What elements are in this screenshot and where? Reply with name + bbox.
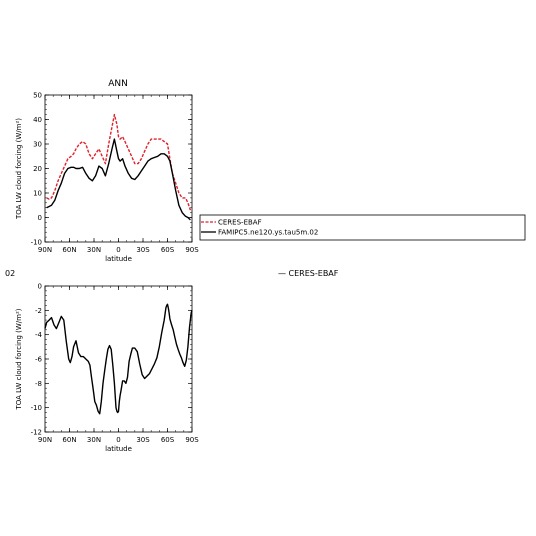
- x-tick-label: 30N: [87, 246, 101, 254]
- y-tick-label: 40: [33, 116, 42, 124]
- x-axis-label: latitude: [105, 445, 132, 453]
- plot-frame: [44, 94, 193, 243]
- y-tick-label: 10: [33, 190, 42, 198]
- bottom-chart-panel: -12 -10 -8 -6 -4 -2 0 90N 60N 30N 0 30S 60S 90S latitu…: [15, 283, 199, 454]
- legend-box: [199, 214, 526, 241]
- legend-entry-model: FAMIPC5.ne120.ys.tau5m.02: [218, 229, 318, 237]
- y-tick-label: -8: [35, 380, 42, 388]
- x-tick-label: 90N: [38, 246, 52, 254]
- y-tick-label: -10: [31, 239, 42, 247]
- series-line-difference: [44, 303, 193, 415]
- x-tick-label: 90S: [185, 436, 199, 444]
- y-tick-label: 30: [33, 141, 42, 149]
- x-tick-label: 30N: [87, 436, 101, 444]
- x-tick-label: 30S: [136, 246, 150, 254]
- y-tick-label: 0: [38, 283, 42, 291]
- x-tick-label: 0: [116, 436, 120, 444]
- y-axis-label: TOA LW cloud forcing (W/m²): [15, 308, 23, 410]
- y-tick-label: 20: [33, 165, 42, 173]
- y-tick-label: -10: [31, 404, 42, 412]
- y-axis-label: TOA LW cloud forcing (W/m²): [15, 118, 23, 220]
- cut-label-right: — CERES-EBAF: [278, 269, 339, 278]
- x-axis-label: latitude: [105, 255, 132, 263]
- y-tick-label: 50: [33, 92, 42, 100]
- x-tick-label: 30S: [136, 436, 150, 444]
- y-tick-label: -4: [35, 331, 43, 339]
- top-chart-panel: -10 0 10 20 30 40 50 90N 60N 30N 0 30S 60S 90S latitud…: [15, 92, 199, 264]
- y-tick-label: -6: [35, 356, 43, 364]
- x-tick-label: 60N: [62, 436, 76, 444]
- x-tick-label: 90S: [185, 246, 199, 254]
- series-line-model: [46, 138, 191, 221]
- chart-legend: CERES-EBAF FAMIPC5.ne120.ys.tau5m.02: [199, 214, 526, 241]
- x-tick-label: 90N: [38, 436, 52, 444]
- x-tick-label: 60N: [62, 246, 76, 254]
- y-tick-label: 0: [38, 214, 42, 222]
- legend-entry-ceres: CERES-EBAF: [218, 219, 262, 227]
- x-tick-label: 60S: [161, 246, 175, 254]
- cut-label-left: 02: [5, 269, 15, 278]
- y-tick-label: -12: [31, 429, 42, 437]
- y-tick-label: -2: [35, 307, 42, 315]
- series-line-ceres: [46, 113, 192, 211]
- x-tick-label: 60S: [161, 436, 175, 444]
- top-chart-title: ANN: [108, 79, 128, 89]
- x-tick-label: 0: [116, 246, 120, 254]
